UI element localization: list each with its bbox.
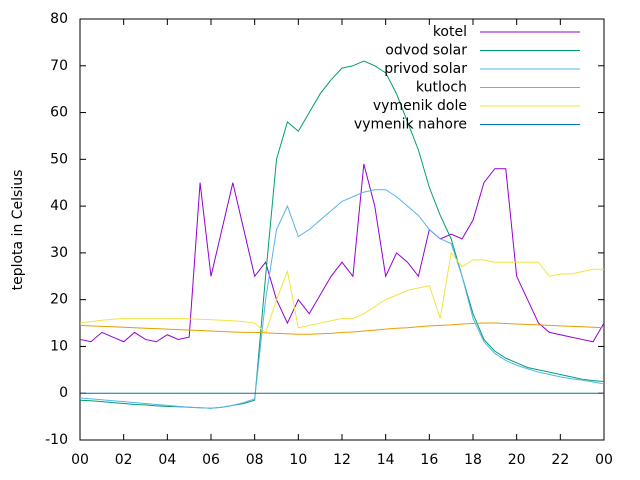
legend-label: vymenik nahore [354,117,467,133]
x-tick-label: 18 [464,452,482,468]
legend-label: vymenik dole [373,98,467,114]
legend-label: privod solar [384,61,467,77]
x-tick-label: 04 [158,452,176,468]
y-axis-label: teplota in Celsius [10,170,26,291]
legend-label: kotel [433,24,467,40]
legend-label: odvod solar [385,43,467,59]
y-tick-label: 0 [59,385,68,401]
series-line [79,251,604,334]
y-tick-label: 50 [50,151,68,167]
y-tick-label: 20 [50,292,68,308]
x-tick-label: 06 [202,452,220,468]
x-tick-label: 02 [115,452,133,468]
x-tick-label: 20 [508,452,526,468]
x-tick-label: 12 [333,452,351,468]
x-tick-label: 00 [595,452,613,468]
y-tick-label: 60 [50,105,68,121]
y-tick-label: 40 [50,198,68,214]
series-line [79,189,605,409]
x-tick-label: 08 [246,452,264,468]
x-tick-label: 10 [289,452,307,468]
y-tick-label: 10 [50,338,68,354]
x-tick-label: 00 [71,452,89,468]
series-line [79,163,605,343]
y-tick-label: -10 [45,432,68,448]
legend-label: kutloch [416,80,467,96]
x-tick-label: 22 [551,452,569,468]
series-line [79,322,605,335]
y-tick-label: 70 [50,58,68,74]
y-tick-label: 30 [50,245,68,261]
plot-frame [79,18,605,441]
series-line [79,60,605,409]
x-tick-label: 16 [420,452,438,468]
y-tick-label: 80 [50,11,68,27]
x-tick-label: 14 [377,452,395,468]
